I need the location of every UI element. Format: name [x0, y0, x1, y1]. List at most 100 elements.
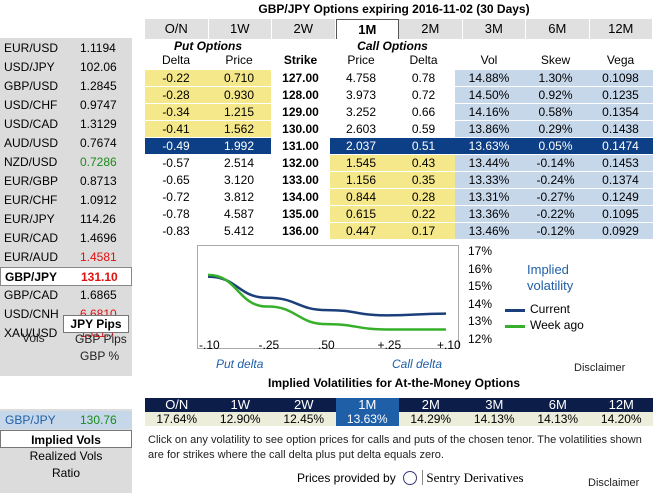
cell-skew[interactable]: 1.30% — [523, 70, 588, 87]
cell-put-delta[interactable]: -0.72 — [145, 189, 207, 206]
ratio-tab[interactable]: Ratio — [51, 466, 80, 480]
cell-put-delta[interactable]: -0.83 — [145, 223, 207, 240]
atm-vol-6m[interactable]: 14.13% — [537, 412, 579, 426]
atm-vol-2w[interactable]: 12.45% — [283, 412, 325, 426]
pair-row-eur-cad[interactable]: EUR/CAD 1.4696 — [0, 229, 132, 248]
pair-row-usd-cad[interactable]: USD/CAD 1.3129 — [0, 115, 132, 134]
atm-tenor-2m[interactable]: 2M — [421, 397, 440, 412]
pair-row-gbp-jpy[interactable]: GBP/JPY 131.10 — [0, 267, 132, 286]
jpy-pips-button[interactable]: JPY Pips — [63, 315, 129, 333]
cell-vol[interactable]: 13.36% — [455, 206, 523, 223]
atm-vol-1m[interactable]: 13.63% — [335, 412, 399, 426]
pair-row-gbp-cad[interactable]: GBP/CAD 1.6865 — [0, 286, 132, 305]
tab-tenor-on[interactable]: O/N — [145, 19, 209, 39]
cell-skew[interactable]: 0.05% — [523, 138, 588, 155]
atm-tenor-6m[interactable]: 6M — [548, 397, 567, 412]
cell-call-delta[interactable]: 0.28 — [392, 189, 455, 206]
tab-tenor-1m[interactable]: 1M — [335, 19, 399, 39]
cell-skew[interactable]: -0.24% — [523, 172, 588, 189]
cell-put-price[interactable]: 2.514 — [207, 155, 271, 172]
cell-call-price[interactable]: 1.545 — [330, 155, 392, 172]
cell-skew[interactable]: -0.22% — [523, 206, 588, 223]
cell-vol[interactable]: 13.46% — [455, 223, 523, 240]
cell-call-delta[interactable]: 0.72 — [392, 87, 455, 104]
pair-row-gbp-usd[interactable]: GBP/USD 1.2845 — [0, 77, 132, 96]
cell-vega[interactable]: 0.1438 — [588, 121, 653, 138]
atm-vol-2m[interactable]: 14.29% — [410, 412, 452, 426]
cell-call-delta[interactable]: 0.66 — [392, 104, 455, 121]
cell-call-price[interactable]: 0.615 — [330, 206, 392, 223]
atm-tenor-12m[interactable]: 12M — [608, 397, 634, 412]
cell-vol[interactable]: 13.86% — [455, 121, 523, 138]
cell-vega[interactable]: 0.1098 — [588, 70, 653, 87]
cell-call-price[interactable]: 2.037 — [330, 138, 392, 155]
cell-call-delta[interactable]: 0.51 — [392, 138, 455, 155]
pair-row-usd-jpy[interactable]: USD/JPY 102.06 — [0, 58, 132, 77]
cell-put-price[interactable]: 1.992 — [207, 138, 271, 155]
cell-call-price[interactable]: 3.973 — [330, 87, 392, 104]
cell-put-delta[interactable]: -0.41 — [145, 121, 207, 138]
cell-call-price[interactable]: 4.758 — [330, 70, 392, 87]
cell-put-price[interactable]: 0.930 — [207, 87, 271, 104]
cell-call-price[interactable]: 2.603 — [330, 121, 392, 138]
tab-tenor-3m[interactable]: 3M — [462, 19, 526, 39]
cell-put-delta[interactable]: -0.65 — [145, 172, 207, 189]
implied-vols-tab[interactable]: Implied Vols — [0, 430, 132, 448]
cell-put-delta[interactable]: -0.57 — [145, 155, 207, 172]
cell-call-delta[interactable]: 0.35 — [392, 172, 455, 189]
cell-skew[interactable]: 0.58% — [523, 104, 588, 121]
tab-tenor-12m[interactable]: 12M — [589, 19, 653, 39]
atm-vol-on[interactable]: 17.64% — [156, 412, 198, 426]
cell-call-price[interactable]: 3.252 — [330, 104, 392, 121]
pair-row-eur-aud[interactable]: EUR/AUD 1.4581 — [0, 248, 132, 267]
atm-tenor-on[interactable]: O/N — [165, 397, 189, 412]
disclaimer-link[interactable]: Disclaimer — [574, 362, 626, 374]
cell-vol[interactable]: 14.88% — [455, 70, 523, 87]
cell-put-delta[interactable]: -0.34 — [145, 104, 207, 121]
cell-vol[interactable]: 13.31% — [455, 189, 523, 206]
cell-vega[interactable]: 0.1235 — [588, 87, 653, 104]
cell-put-price[interactable]: 4.587 — [207, 206, 271, 223]
cell-put-price[interactable]: 0.710 — [207, 70, 271, 87]
cell-put-delta[interactable]: -0.78 — [145, 206, 207, 223]
atm-tenor-2w[interactable]: 2W — [294, 397, 314, 412]
cell-skew[interactable]: 0.29% — [523, 121, 588, 138]
realized-vols-tab[interactable]: Realized Vols — [29, 449, 103, 463]
gbp-percent-option[interactable]: GBP % — [80, 349, 120, 363]
cell-put-price[interactable]: 1.215 — [207, 104, 271, 121]
cell-call-delta[interactable]: 0.78 — [392, 70, 455, 87]
cell-vega[interactable]: 0.1354 — [588, 104, 653, 121]
cell-put-price[interactable]: 5.412 — [207, 223, 271, 240]
cell-vol[interactable]: 14.16% — [455, 104, 523, 121]
atm-tenor-1m[interactable]: 1M — [335, 398, 399, 412]
cell-call-price[interactable]: 1.156 — [330, 172, 392, 189]
pair-row-aud-usd[interactable]: AUD/USD 0.7674 — [0, 134, 132, 153]
vols-label[interactable]: Vols — [22, 331, 45, 345]
cell-skew[interactable]: -0.27% — [523, 189, 588, 206]
cell-vol[interactable]: 13.44% — [455, 155, 523, 172]
cell-vol[interactable]: 13.33% — [455, 172, 523, 189]
pair-row-eur-usd[interactable]: EUR/USD 1.1194 — [0, 39, 132, 58]
tab-tenor-2w[interactable]: 2W — [272, 19, 336, 39]
cell-call-delta[interactable]: 0.43 — [392, 155, 455, 172]
pair-row-eur-gbp[interactable]: EUR/GBP 0.8713 — [0, 172, 132, 191]
tab-tenor-2m[interactable]: 2M — [399, 19, 463, 39]
cell-put-delta[interactable]: -0.49 — [145, 138, 207, 155]
cell-vega[interactable]: 0.1374 — [588, 172, 653, 189]
cell-put-price[interactable]: 1.562 — [207, 121, 271, 138]
cell-put-price[interactable]: 3.120 — [207, 172, 271, 189]
cell-call-price[interactable]: 0.844 — [330, 189, 392, 206]
cell-call-delta[interactable]: 0.17 — [392, 223, 455, 240]
atm-tenor-3m[interactable]: 3M — [485, 397, 504, 412]
cell-skew[interactable]: -0.12% — [523, 223, 588, 240]
pair-row-nzd-usd[interactable]: NZD/USD 0.7286 — [0, 153, 132, 172]
cell-call-delta[interactable]: 0.22 — [392, 206, 455, 223]
gbp-pips-option[interactable]: GBP Pips — [75, 332, 127, 346]
cell-vega[interactable]: 0.1453 — [588, 155, 653, 172]
pair-row-eur-chf[interactable]: EUR/CHF 1.0912 — [0, 191, 132, 210]
cell-vega[interactable]: 0.1249 — [588, 189, 653, 206]
pair-row-eur-jpy[interactable]: EUR/JPY 114.26 — [0, 210, 132, 229]
atm-vol-1w[interactable]: 12.90% — [219, 412, 261, 426]
cell-call-delta[interactable]: 0.59 — [392, 121, 455, 138]
cell-vega[interactable]: 0.1474 — [588, 138, 653, 155]
